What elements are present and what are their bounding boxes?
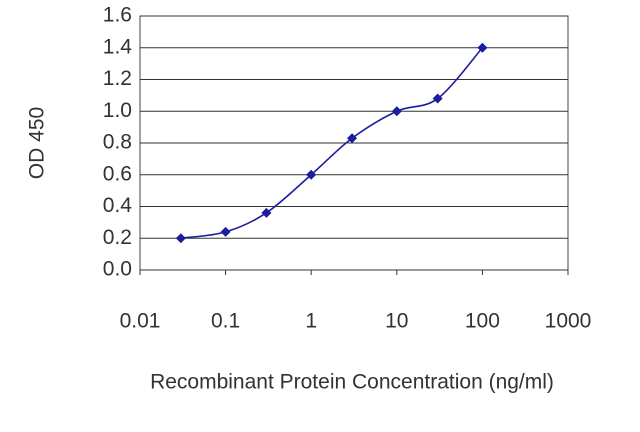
x-tick-label: 1000 — [545, 310, 592, 333]
y-axis-label: OD 450 — [26, 107, 49, 179]
x-tick-label: 0.1 — [211, 310, 240, 333]
data-point — [261, 207, 272, 218]
x-tick-label: 10 — [385, 310, 408, 333]
y-tick-label: 0.8 — [103, 131, 132, 154]
y-tick-label: 0.4 — [103, 194, 133, 217]
data-point — [306, 169, 317, 180]
x-tick-label: 1 — [305, 310, 317, 333]
data-point — [347, 133, 358, 144]
data-point — [477, 42, 488, 53]
y-tick-label: 1.6 — [103, 4, 132, 27]
y-tick-label: 1.0 — [103, 99, 132, 122]
y-tick-label: 0.2 — [103, 226, 132, 249]
y-tick-label: 1.2 — [103, 67, 132, 90]
data-point — [432, 93, 443, 104]
data-point — [175, 233, 186, 244]
x-axis-label: Recombinant Protein Concentration (ng/ml… — [150, 371, 554, 394]
x-tick-label: 0.01 — [120, 310, 161, 333]
y-tick-label: 0.0 — [103, 258, 132, 281]
y-tick-label: 0.6 — [103, 162, 132, 185]
data-point — [220, 226, 231, 237]
x-tick-label: 100 — [465, 310, 500, 333]
y-tick-label: 1.4 — [103, 35, 133, 58]
data-point — [391, 106, 402, 117]
